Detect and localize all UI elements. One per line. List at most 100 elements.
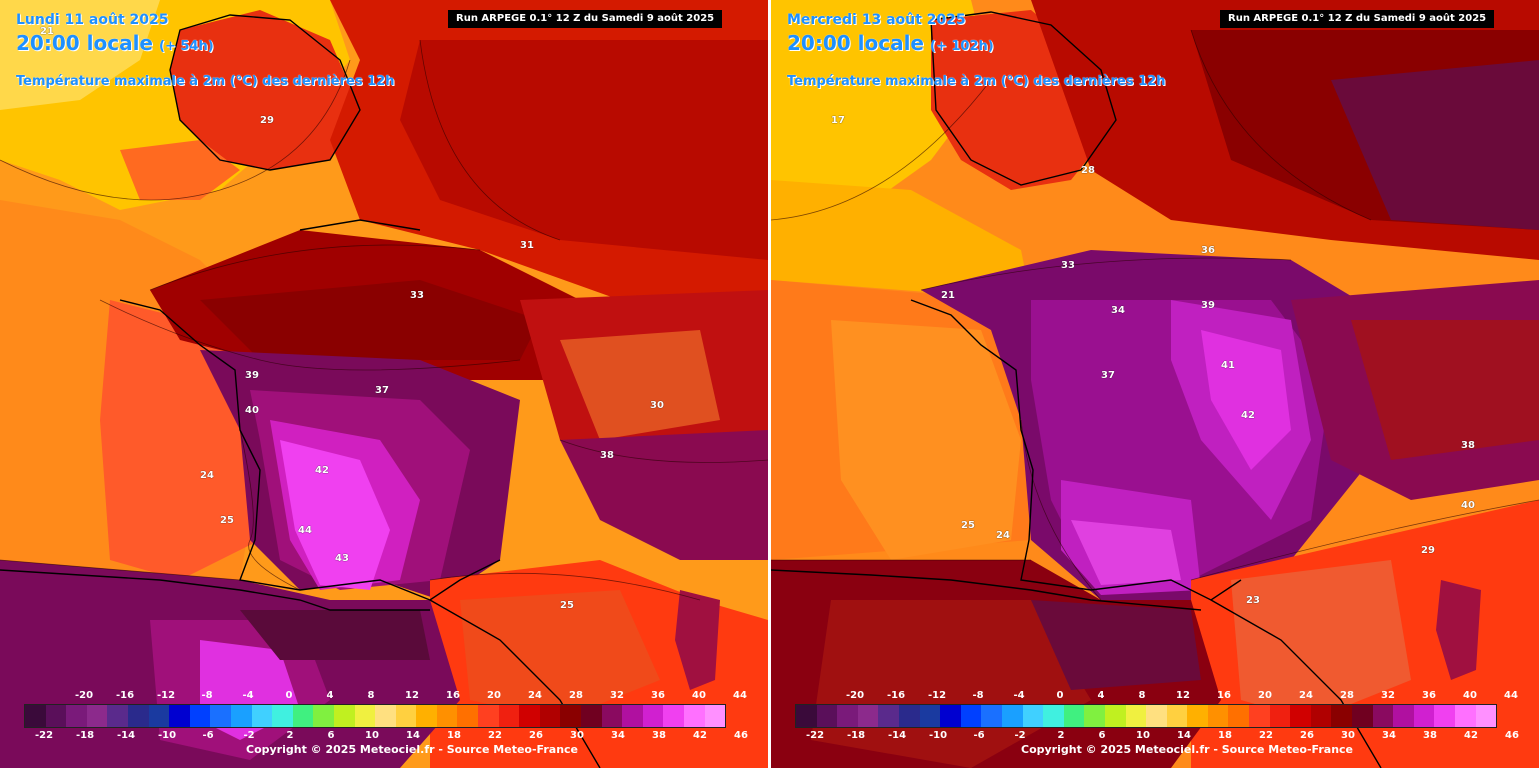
- scale-swatch: [210, 705, 231, 727]
- scale-swatch: [1166, 705, 1188, 727]
- copyright: Copyright © 2025 Meteociel.fr - Source M…: [246, 743, 579, 756]
- scale-swatch: [148, 705, 170, 727]
- run-info: Run ARPEGE 0.1° 12 Z du Samedi 9 août 20…: [1220, 10, 1495, 28]
- scale-label: -12: [927, 690, 947, 701]
- scale-swatch: [1290, 705, 1311, 727]
- scale-swatch: [539, 705, 561, 727]
- scale-swatch: [1455, 705, 1476, 727]
- scale-swatch: [498, 705, 520, 727]
- scale-swatch: [1372, 705, 1394, 727]
- scale-swatch: [127, 705, 149, 727]
- scale-label: 24: [528, 690, 542, 701]
- temp-label: 42: [1241, 410, 1255, 421]
- scale-label: -20: [845, 690, 865, 701]
- scale-swatch: [1104, 705, 1126, 727]
- temp-label: 21: [40, 26, 54, 37]
- parameter-title: Température maximale à 2m (°C) des derni…: [16, 74, 395, 89]
- scale-label: -6: [202, 730, 214, 741]
- temp-label: 39: [1201, 300, 1215, 311]
- scale-swatch: [66, 705, 87, 727]
- scale-swatch: [107, 705, 128, 727]
- scale-swatch: [560, 705, 582, 727]
- scale-label: 46: [734, 730, 748, 741]
- scale-label: 30: [570, 730, 584, 741]
- scale-label: -2: [1014, 730, 1026, 741]
- scale-label: 6: [327, 730, 335, 741]
- scale-swatch: [663, 705, 684, 727]
- scale-swatch: [354, 705, 376, 727]
- scale-swatch: [1249, 705, 1270, 727]
- scale-label: 16: [446, 690, 460, 701]
- scale-swatch: [1207, 705, 1229, 727]
- scale-label: 28: [569, 690, 583, 701]
- scale-swatch: [878, 705, 899, 727]
- temperature-map-left: [0, 0, 768, 768]
- forecast-date: Mercredi 13 août 2025: [787, 12, 966, 28]
- temp-label: 40: [245, 405, 259, 416]
- scale-label: 16: [1217, 690, 1231, 701]
- temp-label: 42: [315, 465, 329, 476]
- scale-swatch: [1413, 705, 1435, 727]
- scale-swatch: [1310, 705, 1332, 727]
- scale-swatch: [292, 705, 314, 727]
- scale-swatch: [1187, 705, 1208, 727]
- scale-swatch: [1269, 705, 1291, 727]
- temp-label: 17: [831, 115, 845, 126]
- temp-label: 39: [245, 370, 259, 381]
- scale-swatch: [333, 705, 355, 727]
- forecast-lead: (+ 102h): [930, 39, 994, 54]
- scale-label: 18: [1218, 730, 1232, 741]
- panel-divider: [768, 0, 771, 768]
- scale-swatch: [45, 705, 67, 727]
- scale-label: 44: [733, 690, 747, 701]
- scale-label: 34: [611, 730, 625, 741]
- temp-label: 41: [1221, 360, 1235, 371]
- scale-label: 38: [1423, 730, 1437, 741]
- scale-swatch: [272, 705, 293, 727]
- scale-swatch: [313, 705, 334, 727]
- scale-lower-labels: -22 -18 -14 -10 -6 -2 2 6 10 14 18 22 26 30 34 38 42 46: [771, 730, 1539, 744]
- temp-label: 38: [1461, 440, 1475, 451]
- scale-label: -10: [157, 730, 177, 741]
- scale-label: -10: [928, 730, 948, 741]
- scale-swatch: [189, 705, 211, 727]
- scale-label: -14: [887, 730, 907, 741]
- scale-swatch: [478, 705, 499, 727]
- scale-label: 10: [1136, 730, 1150, 741]
- scale-swatch: [898, 705, 920, 727]
- scale-swatch: [1228, 705, 1250, 727]
- scale-swatch: [457, 705, 479, 727]
- scale-label: -16: [115, 690, 135, 701]
- scale-label: 0: [1056, 690, 1064, 701]
- temp-label: 23: [1246, 595, 1260, 606]
- scale-swatch: [1331, 705, 1353, 727]
- scale-lower-labels: -22 -18 -14 -10 -6 -2 2 6 10 14 18 22 26 30 34 38 42 46: [0, 730, 768, 744]
- scale-swatch: [86, 705, 108, 727]
- scale-label: 26: [1300, 730, 1314, 741]
- scale-label: 46: [1505, 730, 1519, 741]
- scale-swatch: [1084, 705, 1105, 727]
- scale-label: 18: [447, 730, 461, 741]
- scale-label: -16: [886, 690, 906, 701]
- scale-label: 26: [529, 730, 543, 741]
- scale-label: 10: [365, 730, 379, 741]
- scale-swatch: [581, 705, 602, 727]
- scale-swatch: [251, 705, 273, 727]
- scale-label: -20: [74, 690, 94, 701]
- scale-label: 32: [1381, 690, 1395, 701]
- scale-swatch: [375, 705, 396, 727]
- scale-label: 42: [1464, 730, 1478, 741]
- scale-swatch: [436, 705, 458, 727]
- scale-label: -4: [242, 690, 254, 701]
- scale-label: 4: [1097, 690, 1105, 701]
- temp-label: 21: [941, 290, 955, 301]
- temp-label: 38: [600, 450, 614, 461]
- scale-swatch: [1001, 705, 1023, 727]
- scale-swatch: [704, 705, 726, 727]
- scale-swatch: [25, 705, 46, 727]
- scale-label: -14: [116, 730, 136, 741]
- scale-label: 12: [405, 690, 419, 701]
- scale-swatch: [416, 705, 437, 727]
- parameter-title: Température maximale à 2m (°C) des derni…: [787, 74, 1166, 89]
- scale-swatch: [601, 705, 623, 727]
